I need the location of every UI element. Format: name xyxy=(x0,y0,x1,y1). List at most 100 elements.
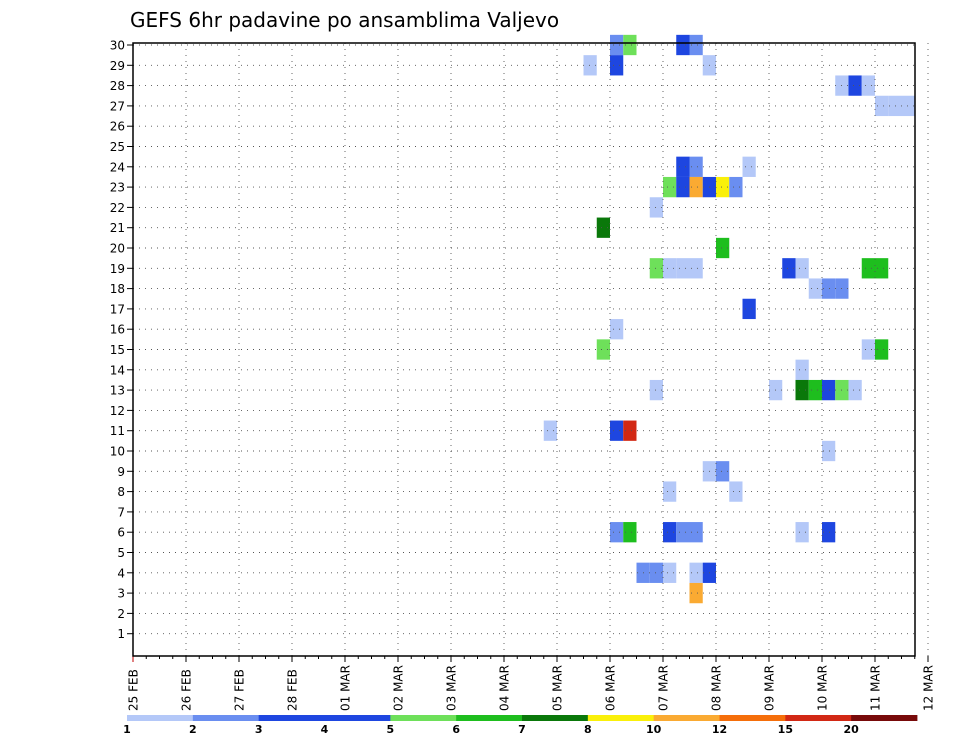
cell-m16-39 xyxy=(610,319,624,340)
cell-m13-51 xyxy=(848,379,862,401)
cell-m6-65 xyxy=(795,522,809,543)
y-tick-label: 4 xyxy=(117,566,125,580)
y-tick-label: 16 xyxy=(110,323,125,337)
y-tick-label: 25 xyxy=(110,140,125,154)
cell-m30-2 xyxy=(676,34,690,56)
cell-m27-11 xyxy=(888,95,902,117)
cell-m24-14 xyxy=(689,156,703,177)
cell-m19-26 xyxy=(663,258,677,279)
cell-m8-59 xyxy=(729,481,743,502)
legend-tick-label: 8 xyxy=(584,723,592,736)
y-tick-label: 2 xyxy=(117,607,125,621)
legend-swatch xyxy=(851,715,918,721)
legend-swatch xyxy=(258,715,325,721)
legend-swatch xyxy=(324,715,391,721)
cell-m9-57 xyxy=(716,461,730,482)
cell-m4-70 xyxy=(689,562,703,583)
legend-tick-label: 1 xyxy=(123,723,131,736)
legend-swatch xyxy=(587,715,655,721)
cell-m19-31 xyxy=(861,258,875,279)
cell-m23-16 xyxy=(663,176,677,198)
cell-m22-22 xyxy=(649,197,663,218)
x-tick-label: 09 MAR xyxy=(763,665,777,711)
cell-m29-4 xyxy=(583,55,597,76)
legend-swatch xyxy=(127,715,194,721)
cell-m6-63 xyxy=(676,522,690,543)
y-tick-label: 23 xyxy=(110,181,125,195)
plot-frame xyxy=(132,42,916,657)
x-tick-label: 06 MAR xyxy=(604,665,618,711)
cell-m11-54 xyxy=(623,420,637,441)
cell-m29-5 xyxy=(610,55,624,76)
y-tick-label: 18 xyxy=(110,282,125,296)
y-tick-label: 6 xyxy=(117,526,125,540)
cell-m28-9 xyxy=(861,75,875,96)
x-tick-label: 04 MAR xyxy=(498,665,512,711)
cell-m17-36 xyxy=(742,298,756,320)
cell-m11-52 xyxy=(543,420,557,441)
y-tick-label: 26 xyxy=(110,120,125,134)
legend-swatch xyxy=(785,715,852,721)
cell-m23-21 xyxy=(729,176,743,198)
legend-tick-label: 7 xyxy=(518,723,526,736)
y-tick-label: 1 xyxy=(117,627,125,641)
grid-lines xyxy=(133,43,929,656)
x-tick-label: 12 MAR xyxy=(922,665,936,711)
legend-swatch xyxy=(456,715,523,721)
y-tick-label: 13 xyxy=(110,384,125,398)
legend-swatch xyxy=(390,715,457,721)
legend-tick-label: 3 xyxy=(255,723,263,736)
legend-tick-label: 20 xyxy=(844,723,860,736)
cell-m15-43 xyxy=(875,339,889,360)
y-tick-label: 21 xyxy=(110,221,125,235)
cell-m8-58 xyxy=(663,481,677,502)
y-tick-label: 19 xyxy=(110,262,125,276)
cell-m3-72 xyxy=(689,582,703,604)
cell-m19-30 xyxy=(795,258,809,279)
cell-m13-47 xyxy=(795,379,809,401)
y-tick-label: 30 xyxy=(110,39,125,53)
cell-m30-1 xyxy=(623,34,637,56)
x-tick-label: 10 MAR xyxy=(816,665,830,711)
y-tick-label: 8 xyxy=(117,485,125,499)
cell-m13-45 xyxy=(649,379,663,401)
y-tick-label: 7 xyxy=(117,505,125,519)
legend-tick-label: 10 xyxy=(646,723,662,736)
x-tick-label: 28 FEB xyxy=(286,669,300,711)
legend-swatch xyxy=(522,715,589,721)
cell-m15-41 xyxy=(596,339,610,360)
x-tick-label: 08 MAR xyxy=(710,665,724,711)
cell-m18-33 xyxy=(808,278,822,299)
cell-m19-32 xyxy=(875,258,889,279)
cell-m27-12 xyxy=(901,95,915,117)
y-tick-label: 15 xyxy=(110,343,125,357)
cell-m19-25 xyxy=(649,258,663,279)
cell-m19-29 xyxy=(782,258,796,279)
y-tick-label: 12 xyxy=(110,404,125,418)
x-tick-label: 27 FEB xyxy=(233,669,247,711)
x-tick-label: 02 MAR xyxy=(392,665,406,711)
cell-m30-0 xyxy=(610,34,624,56)
y-tick-label: 27 xyxy=(110,99,125,113)
legend-tick-label: 15 xyxy=(778,723,793,736)
data-cells xyxy=(543,34,915,604)
cell-m11-53 xyxy=(610,420,624,441)
cell-m15-42 xyxy=(861,339,875,360)
cell-m6-66 xyxy=(822,522,836,543)
y-tick-label: 17 xyxy=(110,302,125,316)
y-tick-label: 11 xyxy=(110,424,125,438)
y-tick-label: 24 xyxy=(110,160,125,174)
x-tick-label: 01 MAR xyxy=(339,665,353,711)
y-tick-label: 14 xyxy=(110,363,125,377)
cell-m27-10 xyxy=(875,95,889,117)
cell-m24-13 xyxy=(676,156,690,177)
cell-m6-64 xyxy=(689,522,703,543)
cell-m28-8 xyxy=(848,75,862,96)
cell-m23-18 xyxy=(689,176,703,198)
cell-m6-62 xyxy=(663,522,677,543)
legend-swatch xyxy=(653,715,720,721)
x-tick-label: 11 MAR xyxy=(869,665,883,711)
x-tick-label: 26 FEB xyxy=(180,669,194,711)
legend-tick-label: 2 xyxy=(189,723,197,736)
